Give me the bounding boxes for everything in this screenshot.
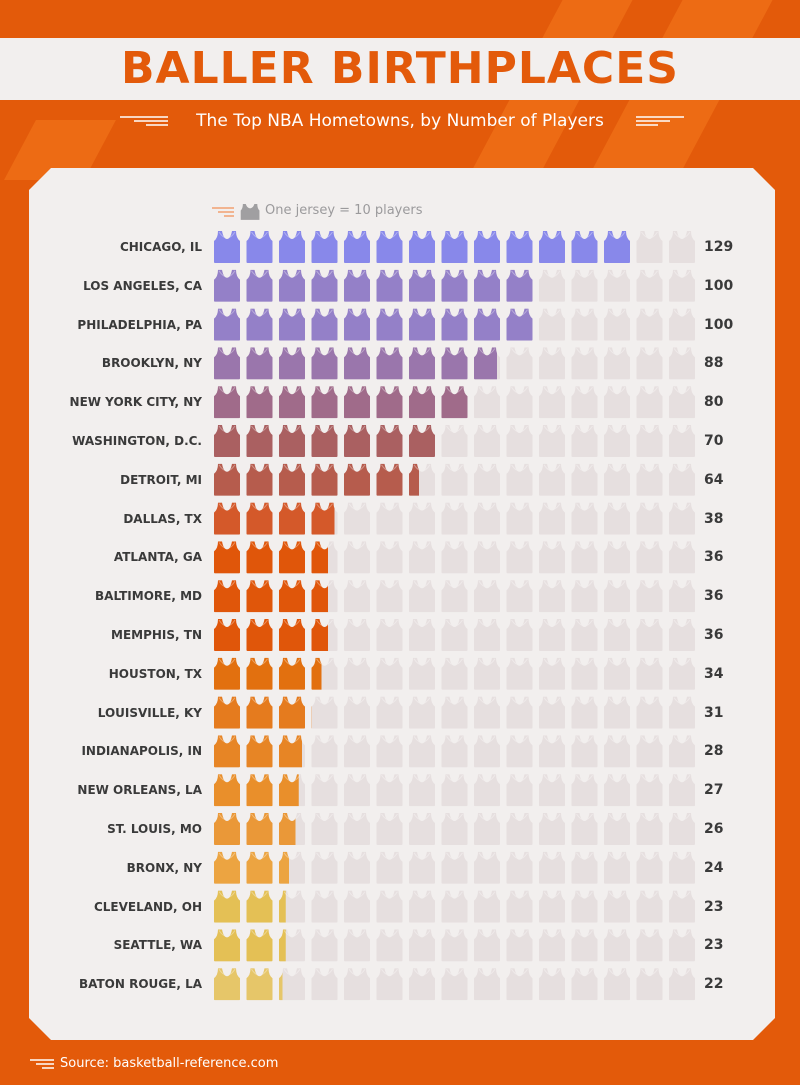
jersey-icon <box>240 204 260 220</box>
data-label: 22 <box>704 976 724 993</box>
category-label: CHICAGO, IL <box>119 240 202 254</box>
category-label: LOS ANGELES, CA <box>83 278 202 293</box>
category-label: INDIANAPOLIS, IN <box>81 744 202 759</box>
data-label: 129 <box>704 239 734 255</box>
category-label: HOUSTON, TX <box>108 666 202 681</box>
data-label: 24 <box>704 859 724 876</box>
subtitle-right-lines <box>636 116 684 126</box>
category-label: NEW YORK CITY, NY <box>69 395 202 410</box>
data-label: 70 <box>704 433 724 449</box>
category-label: SEATTLE, WA <box>113 938 202 953</box>
data-label: 31 <box>704 704 724 721</box>
category-label: WASHINGTON, D.C. <box>72 434 202 448</box>
data-label: 36 <box>704 588 724 605</box>
data-label: 80 <box>704 394 724 411</box>
data-label: 26 <box>704 821 724 837</box>
category-label: BATON ROUGE, LA <box>78 977 202 992</box>
data-label: 64 <box>704 471 724 488</box>
source-note: Source: basketball-reference.com <box>60 1056 279 1071</box>
page-subtitle: The Top NBA Hometowns, by Number of Play… <box>196 111 604 131</box>
data-label: 36 <box>704 627 724 643</box>
data-label: 34 <box>704 665 724 682</box>
category-label: BROOKLYN, NY <box>101 356 202 371</box>
category-label: NEW ORLEANS, LA <box>77 783 202 798</box>
category-label: ST. LOUIS, MO <box>107 822 202 836</box>
category-label: ATLANTA, GA <box>113 550 202 565</box>
data-label: 100 <box>704 277 734 294</box>
legend-label: One jersey = 10 players <box>265 203 423 218</box>
data-label: 28 <box>704 743 724 760</box>
data-label: 100 <box>704 316 734 333</box>
category-label: LOUISVILLE, KY <box>97 705 202 720</box>
data-label: 27 <box>704 782 724 799</box>
data-label: 23 <box>704 937 724 954</box>
category-label: DALLAS, TX <box>123 511 202 526</box>
category-label: DETROIT, MI <box>120 472 202 487</box>
data-label: 88 <box>704 355 724 372</box>
category-label: BRONX, NY <box>126 860 202 875</box>
category-label: CLEVELAND, OH <box>93 899 202 914</box>
source-lines <box>30 1059 54 1069</box>
data-label: 36 <box>704 549 724 566</box>
data-label: 38 <box>704 510 724 527</box>
subtitle-left-lines <box>120 116 168 126</box>
title-band <box>0 38 800 100</box>
category-label: BALTIMORE, MD <box>95 589 202 604</box>
category-label: MEMPHIS, TN <box>111 628 202 642</box>
page-title: BALLER BIRTHPLACES <box>121 43 679 94</box>
data-label: 23 <box>704 898 724 915</box>
legend-icon-group <box>212 204 260 220</box>
category-label: PHILADELPHIA, PA <box>77 317 202 332</box>
